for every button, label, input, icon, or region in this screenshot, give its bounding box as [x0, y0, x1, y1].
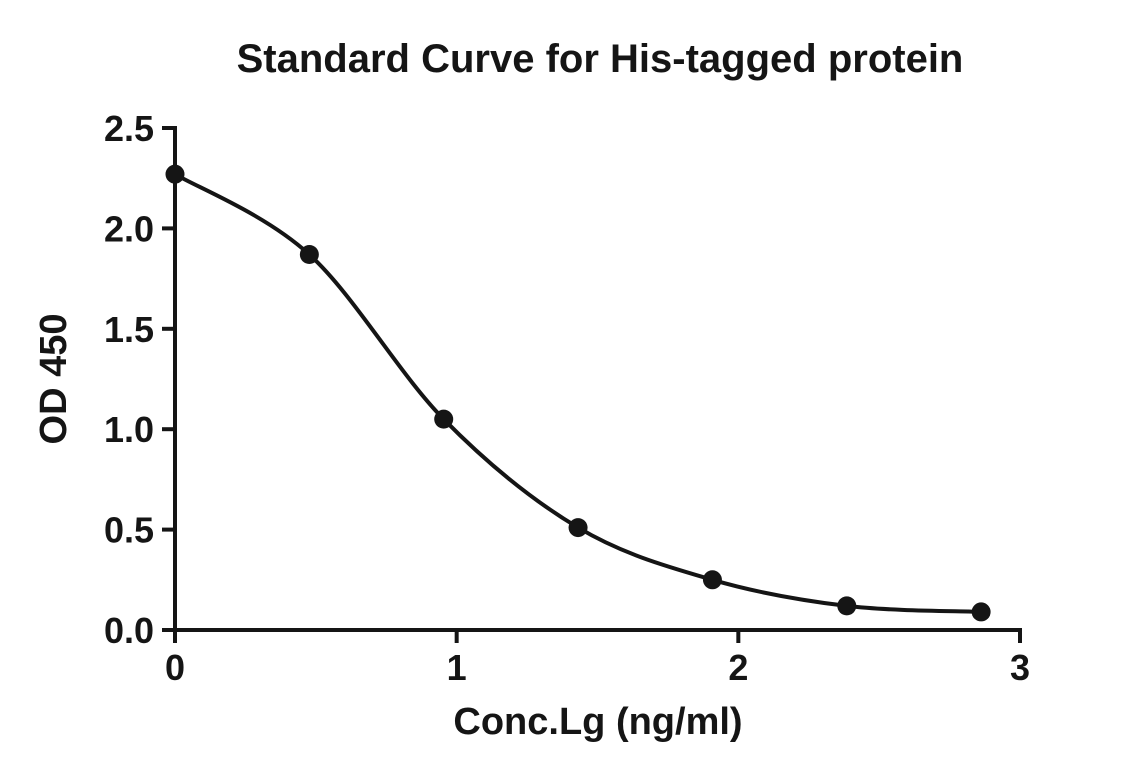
- data-series: [165, 164, 991, 622]
- data-point: [837, 596, 857, 616]
- data-point: [702, 570, 722, 590]
- data-point: [971, 602, 991, 622]
- y-tick-label: 1.5: [104, 309, 154, 350]
- y-axis-label: OD 450: [33, 314, 75, 445]
- x-tick-label: 0: [165, 647, 185, 688]
- y-tick-label: 0.5: [104, 510, 154, 551]
- data-point: [299, 245, 319, 265]
- data-point: [165, 164, 185, 184]
- x-tick-label: 2: [728, 647, 748, 688]
- data-point: [434, 409, 454, 429]
- x-tick-label: 3: [1010, 647, 1030, 688]
- y-tick-label: 1.0: [104, 409, 154, 450]
- chart-title: Standard Curve for His-tagged protein: [237, 37, 964, 81]
- x-axis-label: Conc.Lg (ng/ml): [453, 701, 742, 743]
- y-tick-label: 2.0: [104, 208, 154, 249]
- fitted-curve: [173, 172, 984, 614]
- y-tick-label: 2.5: [104, 108, 154, 149]
- x-tick-label: 1: [447, 647, 467, 688]
- axes: 0.0 0.5 1.0 1.5 2.0 2.5 0 1 2 3: [104, 108, 1030, 688]
- data-point: [568, 518, 588, 538]
- y-tick-label: 0.0: [104, 610, 154, 651]
